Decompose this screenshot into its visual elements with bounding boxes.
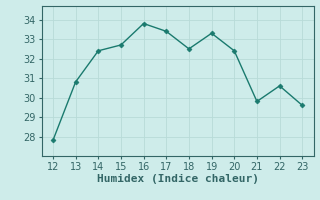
X-axis label: Humidex (Indice chaleur): Humidex (Indice chaleur) (97, 174, 259, 184)
